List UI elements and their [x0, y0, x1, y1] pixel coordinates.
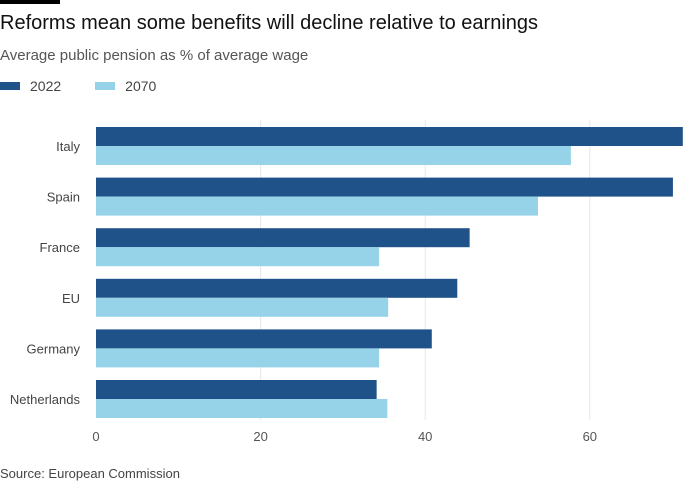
x-tick-label-0: 0	[92, 429, 99, 444]
bar-italy-2022	[96, 127, 683, 146]
x-tick-label-40: 40	[418, 429, 432, 444]
bar-eu-2022	[96, 278, 458, 298]
legend: 2022 2070	[0, 78, 190, 94]
category-label-eu: EU	[62, 291, 80, 306]
legend-label-2070: 2070	[125, 78, 157, 94]
legend-item-2022: 2022	[0, 78, 61, 94]
legend-swatch-2070	[95, 82, 116, 90]
category-label-spain: Spain	[47, 190, 80, 205]
category-label-germany: Germany	[27, 341, 81, 356]
legend-swatch-2022	[0, 82, 20, 90]
bar-germany-2070	[96, 348, 380, 368]
bar-spain-2022	[96, 177, 673, 197]
chart-subtitle: Average public pension as % of average w…	[0, 47, 309, 64]
x-tick-label-60: 60	[583, 429, 597, 444]
bar-netherlands-2022	[96, 380, 377, 399]
brand-bar	[0, 0, 60, 4]
bar-france-2070	[96, 247, 380, 267]
bar-eu-2070	[96, 297, 389, 317]
bar-netherlands-2070	[96, 399, 388, 418]
bar-germany-2022	[96, 329, 432, 349]
category-label-netherlands: Netherlands	[10, 392, 81, 407]
source-note: Source: European Commission	[0, 466, 180, 481]
chart-title: Reforms mean some benefits will decline …	[0, 12, 539, 34]
category-label-italy: Italy	[56, 139, 80, 154]
category-label-france: France	[40, 240, 80, 255]
legend-label-2022: 2022	[30, 78, 62, 94]
bar-france-2022	[96, 228, 470, 248]
x-tick-label-20: 20	[253, 429, 267, 444]
bar-italy-2070	[96, 146, 571, 165]
bar-spain-2070	[96, 196, 538, 216]
legend-item-2070: 2070	[95, 78, 156, 94]
